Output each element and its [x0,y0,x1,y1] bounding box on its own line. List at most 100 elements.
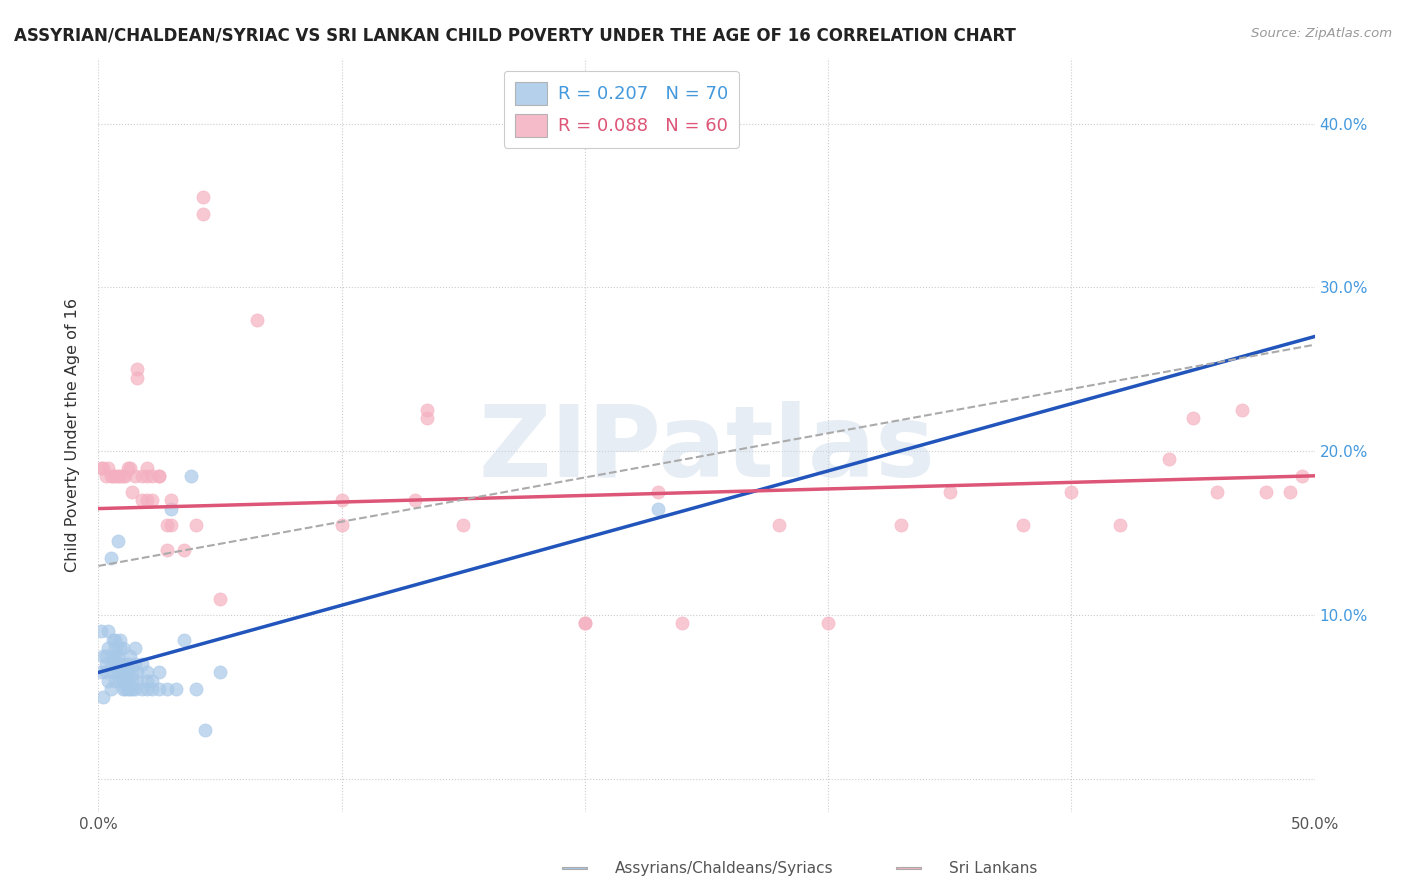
Point [330,493,353,508]
Point [124,640,146,655]
Point [136,673,159,688]
Point [127,370,149,384]
Point [1279,485,1302,500]
Point [647,485,669,500]
Point [127,665,149,680]
Point [94,468,117,483]
Point [104,468,127,483]
Point [118,460,141,475]
Point [148,468,170,483]
Point [1254,485,1277,500]
Point [1157,452,1180,467]
Point [100,468,122,483]
Point [104,640,127,655]
Point [104,632,127,647]
Point [191,207,214,221]
Point [131,657,153,672]
Point [141,468,163,483]
Point [110,657,132,672]
Point [111,640,134,655]
Point [136,681,159,696]
Point [209,665,232,680]
Point [121,673,143,688]
Point [416,411,439,425]
Point [141,493,163,508]
Point [1182,411,1205,425]
FancyBboxPatch shape [897,867,921,869]
Point [155,681,177,696]
Point [141,673,163,688]
Point [100,681,122,696]
Point [104,648,127,663]
Text: ZIPatlas: ZIPatlas [478,401,935,499]
Point [148,468,170,483]
Point [136,468,159,483]
Point [117,665,139,680]
Point [165,681,187,696]
Point [94,648,117,663]
Point [114,657,136,672]
Point [111,673,134,688]
Point [148,665,170,680]
Point [1109,518,1132,533]
Point [647,501,669,516]
Point [184,681,207,696]
Point [94,665,117,680]
Point [91,690,114,704]
Point [141,681,163,696]
Point [114,673,136,688]
Point [107,534,129,549]
Point [97,673,120,688]
Point [97,624,120,639]
Legend: R = 0.207   N = 70, R = 0.088   N = 60: R = 0.207 N = 70, R = 0.088 N = 60 [503,70,740,148]
Point [124,681,146,696]
Point [124,468,146,483]
Point [110,640,132,655]
Point [110,665,132,680]
Point [155,542,177,557]
Point [114,681,136,696]
Point [671,616,693,631]
Point [131,468,153,483]
Point [574,616,596,631]
FancyBboxPatch shape [562,867,588,869]
Point [148,681,170,696]
Point [1060,485,1083,500]
Point [1011,518,1033,533]
Point [155,518,177,533]
Point [191,190,214,204]
Point [97,460,120,475]
Text: Assyrians/Chaldeans/Syriacs: Assyrians/Chaldeans/Syriacs [616,861,834,876]
Point [121,665,143,680]
Point [90,624,112,639]
Point [118,648,141,663]
Point [111,681,134,696]
Point [90,460,112,475]
Point [136,665,159,680]
Point [184,518,207,533]
Point [768,518,790,533]
Point [127,673,149,688]
Point [330,518,353,533]
Point [173,632,195,647]
Point [404,493,426,508]
Point [110,468,132,483]
Point [110,673,132,688]
Point [91,460,114,475]
Point [160,493,183,508]
Point [94,657,117,672]
Point [117,673,139,688]
Point [121,681,143,696]
Point [574,616,596,631]
Point [136,493,159,508]
Point [117,657,139,672]
Point [416,403,439,417]
Point [91,648,114,663]
Point [101,665,124,680]
Point [107,468,129,483]
Point [100,657,122,672]
Point [160,518,183,533]
Point [104,657,127,672]
Point [173,542,195,557]
Point [107,665,129,680]
